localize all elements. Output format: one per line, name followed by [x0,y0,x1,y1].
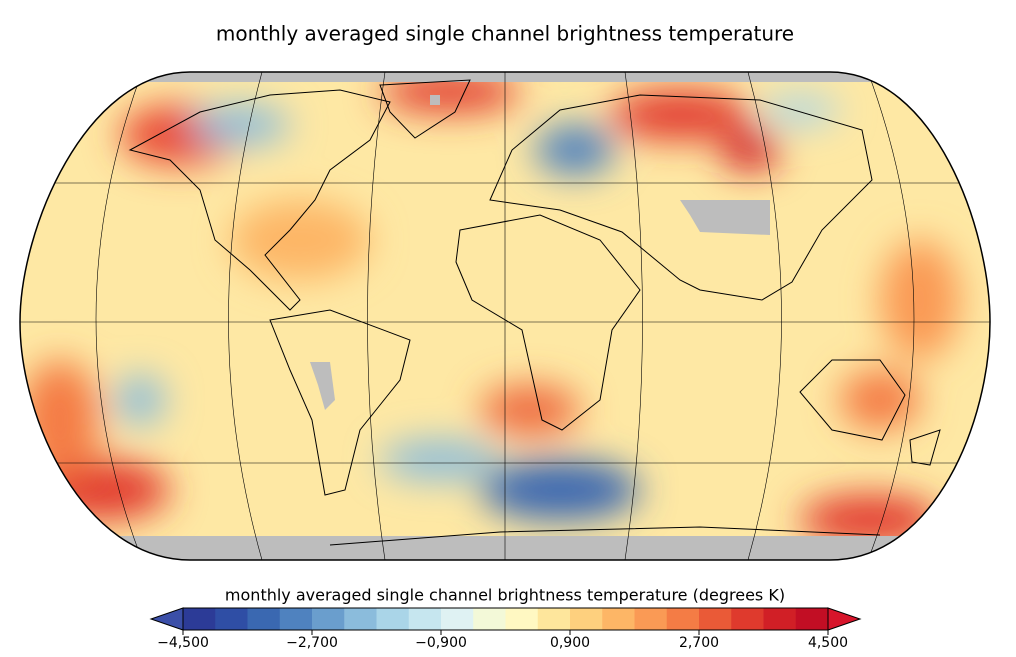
colorbar-segment [247,608,281,630]
colorbar-tick-label: −4,500 [157,635,209,651]
colorbar-tick-label: 0,900 [550,635,590,651]
colorbar-segment [666,608,700,630]
colorbar-segment [634,608,668,630]
colorbar-segment [473,608,506,630]
colorbar-under [149,607,184,631]
colorbar-segment [763,608,797,630]
colorbar-segment [183,608,216,630]
colorbar: −4,500 −2,700 −0,900 0,900 2,700 4,500 [149,607,862,651]
map-title: monthly averaged single channel brightne… [216,22,794,46]
colorbar-segment [441,608,474,630]
colorbar-over [827,607,862,631]
colorbar-frame [182,607,829,631]
colorbar-segment [215,608,248,630]
colorbar-segment [408,608,442,630]
colorbar-segment [537,608,571,630]
colorbar-tick-label: 4,500 [808,635,848,651]
colorbar-segment [505,608,539,630]
map-field [20,72,990,560]
colorbar-segment [699,608,732,630]
colorbar-segment [279,608,313,630]
graticule [20,72,990,560]
colorbar-segment [731,608,764,630]
missing-data [430,95,440,105]
colorbar-segment [602,608,635,630]
colorbar-tick-label: −2,700 [286,635,338,651]
colorbar-label: monthly averaged single channel brightne… [225,586,785,605]
colorbar-segment [795,608,829,630]
missing-data [310,362,335,410]
polar-cap [20,536,990,560]
colorbar-tick-label: 2,700 [679,635,719,651]
coastlines [128,79,941,546]
colorbar-segment [344,608,377,630]
colorbar-segment [312,608,345,630]
colorbar-segment [570,608,603,630]
missing-data [680,200,770,235]
colorbar-segment [376,608,410,630]
colorbar-tick-label: −0,900 [415,635,467,651]
map-outline [19,71,991,561]
